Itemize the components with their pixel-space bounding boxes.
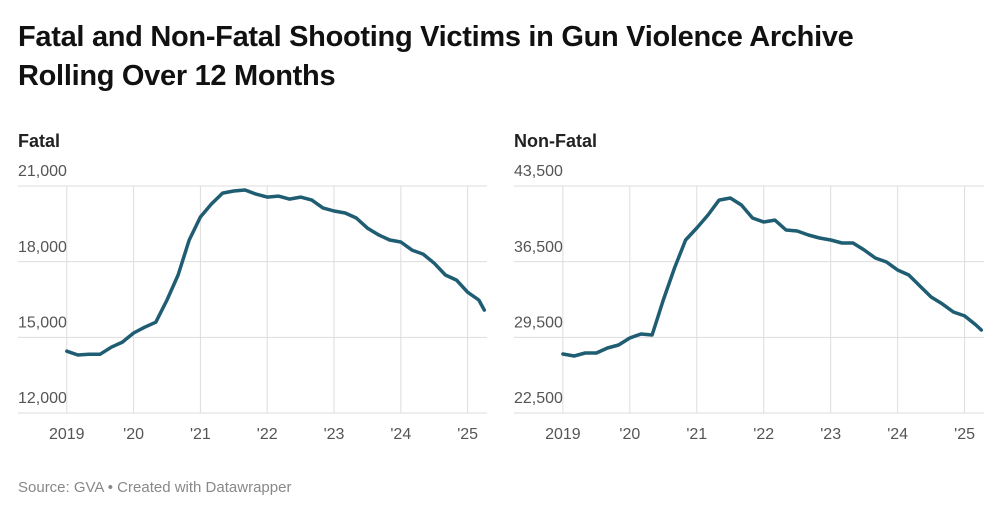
data-line xyxy=(65,188,487,357)
x-tick-label: '21 xyxy=(686,426,707,443)
data-line xyxy=(561,196,984,358)
x-tick-label: '24 xyxy=(390,426,411,443)
panel-title: Fatal xyxy=(18,131,60,151)
y-tick-label: 15,000 xyxy=(18,315,67,332)
x-tick-label: 2019 xyxy=(545,426,581,443)
x-tick-label: 2019 xyxy=(49,426,85,443)
y-tick-label: 43,500 xyxy=(514,163,563,180)
page-title: Fatal and Non-Fatal Shooting Victims in … xyxy=(18,21,854,92)
x-tick-label: '22 xyxy=(257,426,278,443)
source-note: Source: GVA • Created with Datawrapper xyxy=(18,479,291,496)
x-tick-label: '21 xyxy=(190,426,211,443)
x-tick-label: '25 xyxy=(954,426,975,443)
x-tick-label: '25 xyxy=(457,426,478,443)
y-tick-label: 29,500 xyxy=(514,315,563,332)
y-tick-label: 36,500 xyxy=(514,239,563,256)
x-tick-label: '20 xyxy=(619,426,640,443)
y-tick-label: 21,000 xyxy=(18,163,67,180)
x-tick-label: '22 xyxy=(753,426,774,443)
y-tick-label: 22,500 xyxy=(514,390,563,407)
x-tick-label: '23 xyxy=(324,426,345,443)
y-tick-label: 18,000 xyxy=(18,239,67,256)
x-tick-label: '23 xyxy=(820,426,841,443)
x-tick-label: '20 xyxy=(123,426,144,443)
y-tick-label: 12,000 xyxy=(18,390,67,407)
x-tick-label: '24 xyxy=(887,426,908,443)
panel-title: Non-Fatal xyxy=(514,131,597,151)
